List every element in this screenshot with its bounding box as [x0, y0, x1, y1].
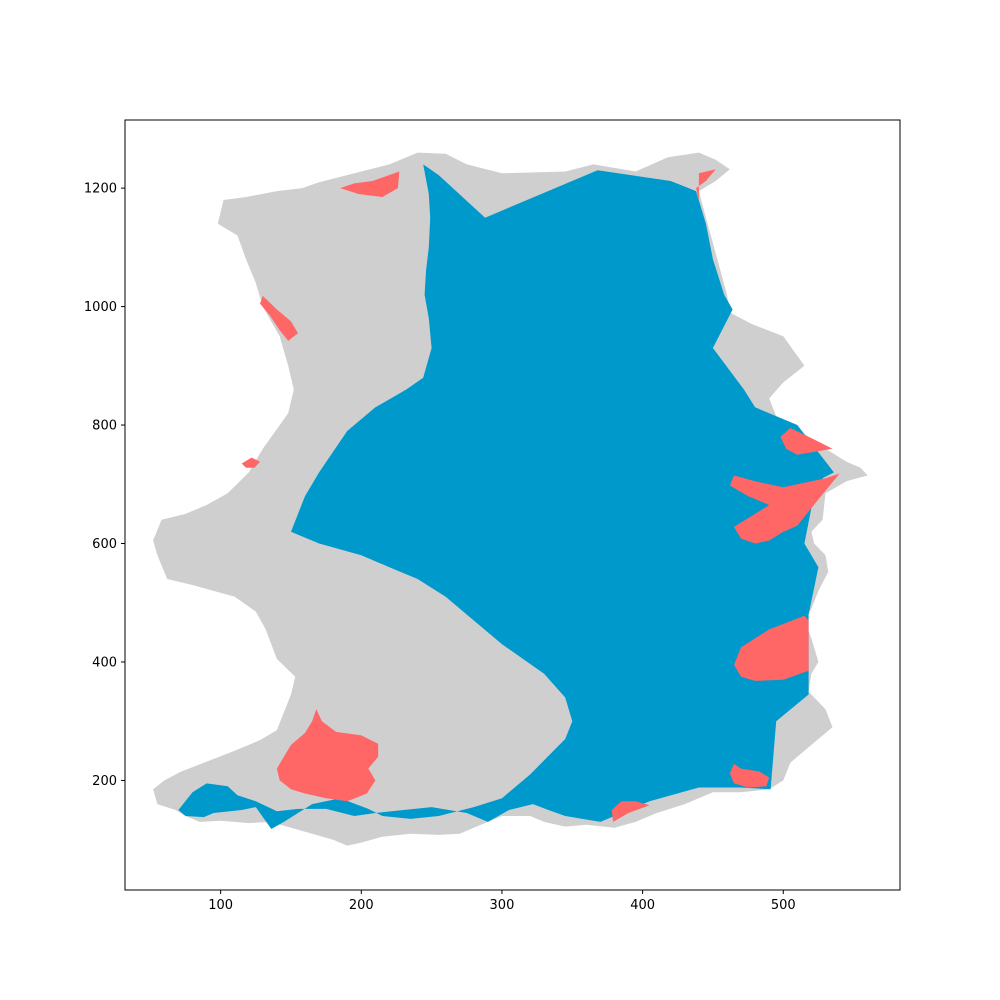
region-9 — [729, 763, 770, 788]
x-tick-label: 100 — [208, 898, 233, 913]
x-tick-label: 300 — [490, 898, 515, 913]
axes-frame — [124, 119, 901, 891]
region-8 — [276, 709, 379, 802]
region-5 — [780, 428, 833, 455]
region-6 — [729, 473, 840, 544]
y-tick-label: 1000 — [84, 300, 117, 315]
region-2 — [340, 171, 400, 197]
region-10 — [696, 169, 716, 200]
y-axis: 200 400 600 800 1000 1200 — [84, 182, 125, 789]
plot-area — [153, 152, 868, 846]
x-axis: 100 200 300 400 500 — [208, 890, 796, 913]
y-tick-label: 1200 — [84, 182, 117, 197]
region-3 — [260, 295, 298, 341]
x-tick-label: 400 — [630, 898, 655, 913]
region-11 — [611, 801, 650, 822]
y-tick-label: 600 — [92, 537, 117, 552]
region-7 — [734, 615, 809, 681]
region-1 — [178, 164, 834, 829]
x-tick-label: 500 — [771, 898, 796, 913]
y-tick-label: 200 — [92, 774, 117, 789]
y-tick-label: 400 — [92, 655, 117, 670]
x-tick-label: 200 — [349, 898, 374, 913]
region-4 — [241, 457, 260, 468]
y-tick-label: 800 — [92, 419, 117, 434]
